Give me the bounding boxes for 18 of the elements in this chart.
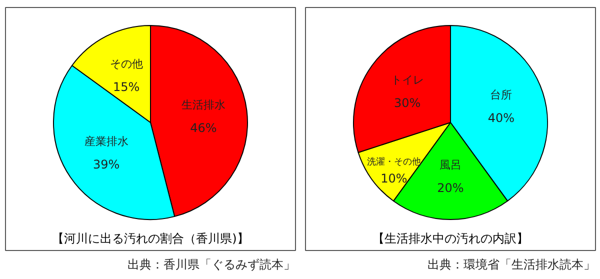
data-label: 46% (190, 120, 217, 135)
text: 【生活排水中の汚れの内訳】 (372, 232, 528, 246)
data-label: 15% (112, 80, 140, 94)
data-label: 39% (93, 157, 120, 172)
source-note: 出典：香川県「ぐるみず読本」 (128, 258, 296, 272)
slice-label: 洗濯・その他 (367, 156, 421, 168)
data-label: 30% (394, 96, 421, 110)
slice-label: 台所 (490, 88, 512, 102)
slice-label: 風呂 (440, 158, 462, 172)
slice-label: 生活排水 (181, 98, 226, 112)
data-label: 40% (488, 111, 515, 126)
data-label: 10% (380, 172, 408, 186)
text: 【河川に出る汚れの割合（香川県)】 (52, 232, 249, 246)
slice-label: 産業排水 (84, 134, 128, 148)
slice-label: その他 (110, 57, 143, 70)
data-label: 20% (437, 180, 464, 195)
slice-label: トイレ (390, 74, 424, 87)
source-note: 出典：環境省「生活排水読本」 (428, 258, 596, 272)
